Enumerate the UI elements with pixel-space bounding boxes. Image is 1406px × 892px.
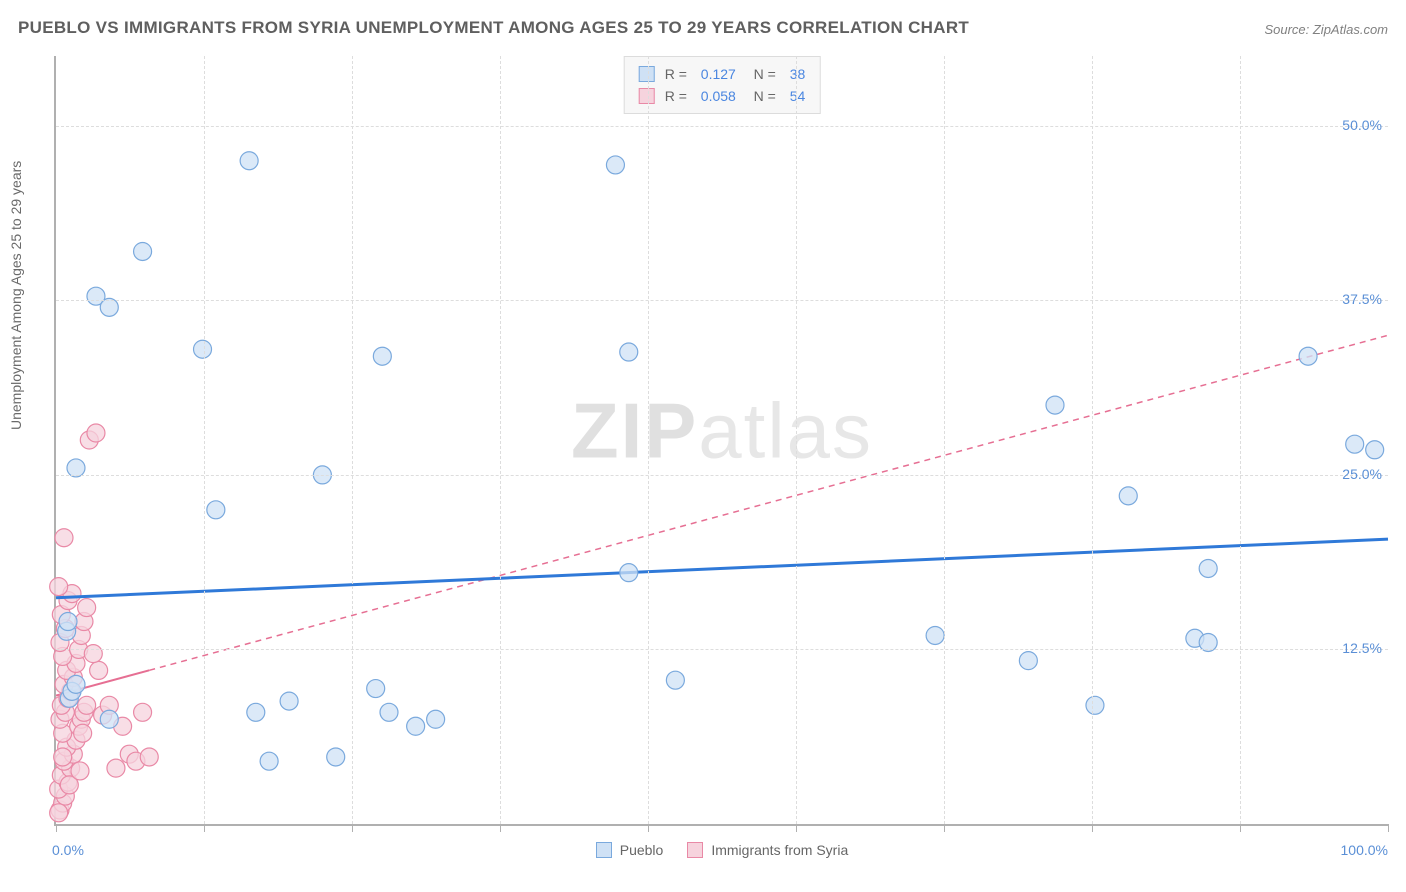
data-point bbox=[1199, 559, 1217, 577]
legend-swatch-icon bbox=[687, 842, 703, 858]
data-point bbox=[74, 724, 92, 742]
trend-line-extrap bbox=[149, 335, 1388, 670]
data-point bbox=[380, 703, 398, 721]
y-axis-label: Unemployment Among Ages 25 to 29 years bbox=[8, 161, 24, 430]
x-tick bbox=[1092, 824, 1093, 832]
data-point bbox=[134, 242, 152, 260]
data-point bbox=[373, 347, 391, 365]
data-point bbox=[327, 748, 345, 766]
data-point bbox=[87, 424, 105, 442]
data-point bbox=[247, 703, 265, 721]
data-point bbox=[926, 626, 944, 644]
data-point bbox=[100, 710, 118, 728]
gridline-h bbox=[56, 300, 1388, 301]
legend-series: Pueblo Immigrants from Syria bbox=[56, 842, 1388, 858]
source-label: Source: ZipAtlas.com bbox=[1264, 22, 1388, 37]
data-point bbox=[55, 529, 73, 547]
x-tick bbox=[1388, 824, 1389, 832]
data-point bbox=[1119, 487, 1137, 505]
chart-container: PUEBLO VS IMMIGRANTS FROM SYRIA UNEMPLOY… bbox=[0, 0, 1406, 892]
data-point bbox=[194, 340, 212, 358]
data-point bbox=[59, 613, 77, 631]
data-point bbox=[71, 762, 89, 780]
gridline-h bbox=[56, 649, 1388, 650]
x-tick bbox=[1240, 824, 1241, 832]
gridline-v bbox=[500, 56, 501, 824]
legend-item: Pueblo bbox=[596, 842, 664, 858]
x-tick bbox=[56, 824, 57, 832]
legend-label: Pueblo bbox=[620, 842, 664, 858]
legend-swatch-icon bbox=[596, 842, 612, 858]
data-point bbox=[606, 156, 624, 174]
y-tick-label: 25.0% bbox=[1342, 466, 1382, 482]
data-point bbox=[107, 759, 125, 777]
data-point bbox=[1086, 696, 1104, 714]
data-point bbox=[50, 804, 68, 822]
gridline-v bbox=[944, 56, 945, 824]
x-tick bbox=[500, 824, 501, 832]
gridline-h bbox=[56, 126, 1388, 127]
data-point bbox=[78, 696, 96, 714]
data-point bbox=[50, 578, 68, 596]
data-point bbox=[1346, 435, 1364, 453]
x-tick bbox=[944, 824, 945, 832]
data-point bbox=[207, 501, 225, 519]
data-point bbox=[666, 671, 684, 689]
plot-svg bbox=[56, 56, 1388, 824]
plot-area: ZIPatlas R = 0.127 N = 38 R = 0.058 N = … bbox=[54, 56, 1388, 826]
y-tick-label: 37.5% bbox=[1342, 291, 1382, 307]
trend-line bbox=[56, 539, 1388, 598]
data-point bbox=[90, 661, 108, 679]
chart-title: PUEBLO VS IMMIGRANTS FROM SYRIA UNEMPLOY… bbox=[18, 18, 969, 38]
x-tick bbox=[796, 824, 797, 832]
gridline-h bbox=[56, 475, 1388, 476]
x-min-label: 0.0% bbox=[52, 842, 84, 858]
y-tick-label: 50.0% bbox=[1342, 117, 1382, 133]
gridline-v bbox=[204, 56, 205, 824]
data-point bbox=[427, 710, 445, 728]
x-tick bbox=[352, 824, 353, 832]
data-point bbox=[84, 645, 102, 663]
x-tick bbox=[204, 824, 205, 832]
data-point bbox=[78, 599, 96, 617]
gridline-v bbox=[648, 56, 649, 824]
x-max-label: 100.0% bbox=[1341, 842, 1388, 858]
gridline-v bbox=[1240, 56, 1241, 824]
data-point bbox=[134, 703, 152, 721]
data-point bbox=[140, 748, 158, 766]
legend-item: Immigrants from Syria bbox=[687, 842, 848, 858]
y-tick-label: 12.5% bbox=[1342, 640, 1382, 656]
data-point bbox=[620, 564, 638, 582]
legend-label: Immigrants from Syria bbox=[711, 842, 848, 858]
data-point bbox=[260, 752, 278, 770]
data-point bbox=[240, 152, 258, 170]
gridline-v bbox=[352, 56, 353, 824]
data-point bbox=[54, 748, 72, 766]
gridline-v bbox=[796, 56, 797, 824]
data-point bbox=[67, 675, 85, 693]
data-point bbox=[1019, 652, 1037, 670]
x-tick bbox=[648, 824, 649, 832]
data-point bbox=[1299, 347, 1317, 365]
data-point bbox=[280, 692, 298, 710]
data-point bbox=[1046, 396, 1064, 414]
data-point bbox=[407, 717, 425, 735]
data-point bbox=[620, 343, 638, 361]
data-point bbox=[1366, 441, 1384, 459]
data-point bbox=[367, 680, 385, 698]
gridline-v bbox=[1092, 56, 1093, 824]
